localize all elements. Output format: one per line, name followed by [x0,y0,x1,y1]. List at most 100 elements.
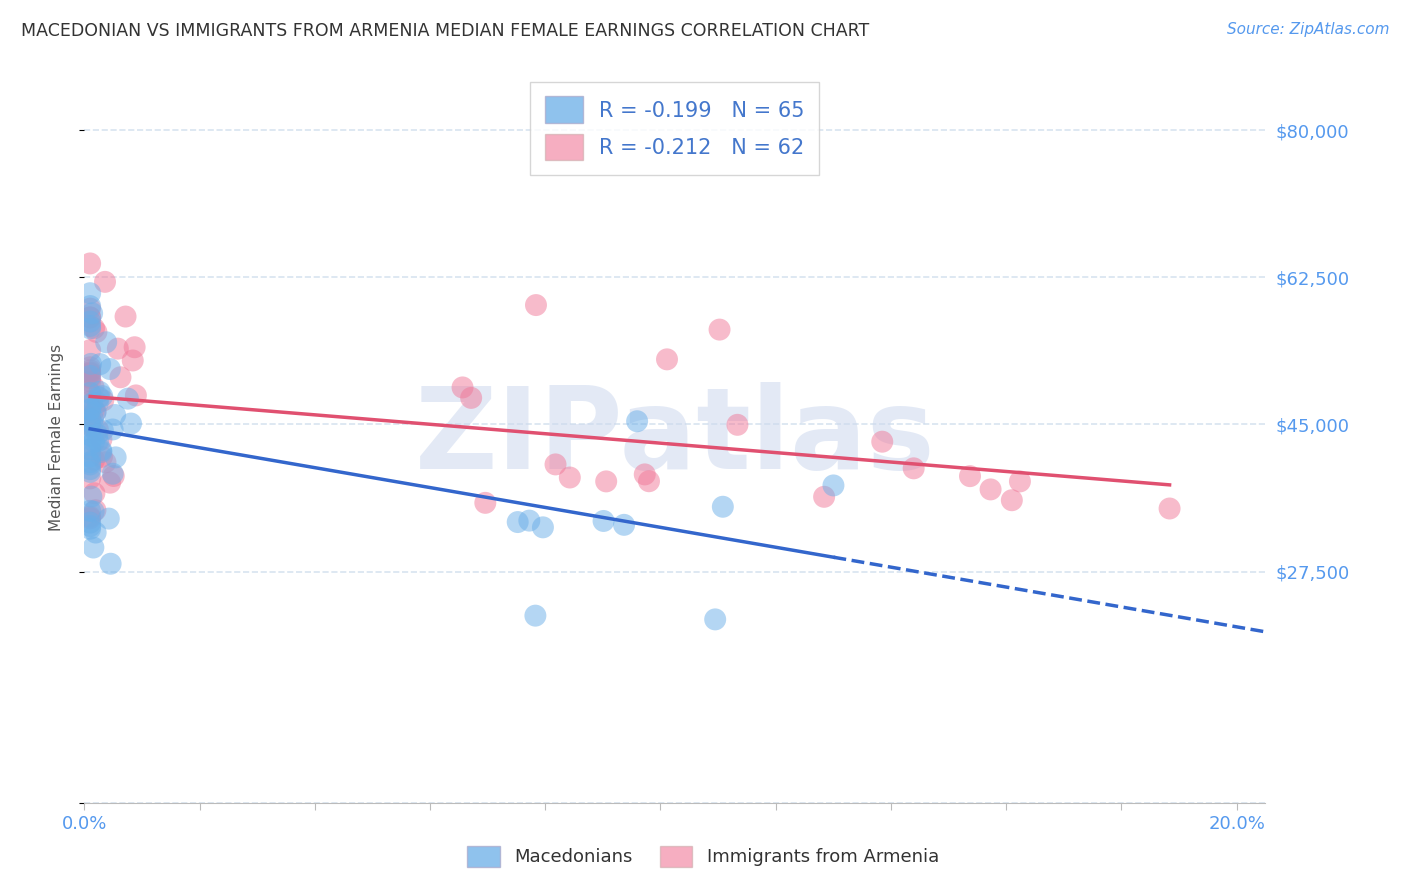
Point [87,396,110,410]
Point [80,420,103,434]
Point [103,469,125,483]
Point [80,357,103,371]
Point [79,465,101,479]
Point [90,433,112,447]
Point [79,450,101,464]
Point [79,363,101,377]
Point [82,411,104,425]
Point [94,455,117,469]
Point [79,299,101,313]
Point [451,380,474,394]
Point [725,417,748,432]
Point [524,298,547,312]
Point [1001,493,1024,508]
Point [79,428,101,442]
Point [79,321,101,335]
Point [97,511,120,525]
Point [107,342,129,356]
Point [84,525,107,540]
Point [79,418,101,433]
Point [90,443,112,458]
Point [474,496,496,510]
Point [90,450,112,464]
Point [711,500,734,514]
Point [959,469,981,483]
Point [101,467,124,481]
Point [96,335,118,350]
Point [124,340,146,354]
Point [100,557,122,571]
Point [83,434,105,449]
Point [101,422,124,436]
Point [79,375,101,389]
Point [79,370,101,384]
Point [114,310,136,324]
Point [79,522,101,536]
Point [79,511,101,525]
Point [79,314,101,328]
Point [82,306,104,320]
Point [91,389,114,403]
Point [980,483,1002,497]
Point [79,385,101,400]
Point [79,365,101,379]
Point [83,321,105,335]
Point [79,402,101,417]
Point [79,458,101,472]
Point [592,514,614,528]
Point [84,503,107,517]
Point [79,402,101,417]
Point [91,423,114,437]
Legend: Macedonians, Immigrants from Armenia: Macedonians, Immigrants from Armenia [460,838,946,874]
Point [79,310,101,325]
Point [1008,475,1031,489]
Point [634,467,657,482]
Point [709,323,731,337]
Legend: R = -0.199   N = 65, R = -0.212   N = 62: R = -0.199 N = 65, R = -0.212 N = 62 [530,82,820,175]
Point [83,486,105,500]
Point [79,256,101,270]
Point [517,514,540,528]
Point [79,318,101,333]
Point [86,427,108,442]
Point [87,423,110,437]
Point [80,490,103,504]
Point [558,470,581,484]
Point [79,386,101,401]
Point [79,509,101,524]
Y-axis label: Median Female Earnings: Median Female Earnings [49,343,63,531]
Point [91,393,114,408]
Point [79,417,101,432]
Point [626,414,648,428]
Point [506,515,529,529]
Point [82,541,104,555]
Point [98,362,121,376]
Point [83,380,105,394]
Point [82,429,104,443]
Point [531,520,554,534]
Point [638,474,661,488]
Point [89,384,111,399]
Point [79,343,101,358]
Point [90,445,112,459]
Point [125,388,148,402]
Point [79,519,101,533]
Point [79,286,101,301]
Point [79,301,101,316]
Point [655,352,678,367]
Point [83,505,105,519]
Point [903,461,925,475]
Point [79,471,101,485]
Point [79,360,101,375]
Point [79,504,101,518]
Point [613,517,636,532]
Point [79,455,101,469]
Point [82,396,104,410]
Point [83,452,105,467]
Point [79,394,101,409]
Point [79,516,101,530]
Point [89,357,111,371]
Point [98,475,121,490]
Point [120,417,142,431]
Point [595,475,617,489]
